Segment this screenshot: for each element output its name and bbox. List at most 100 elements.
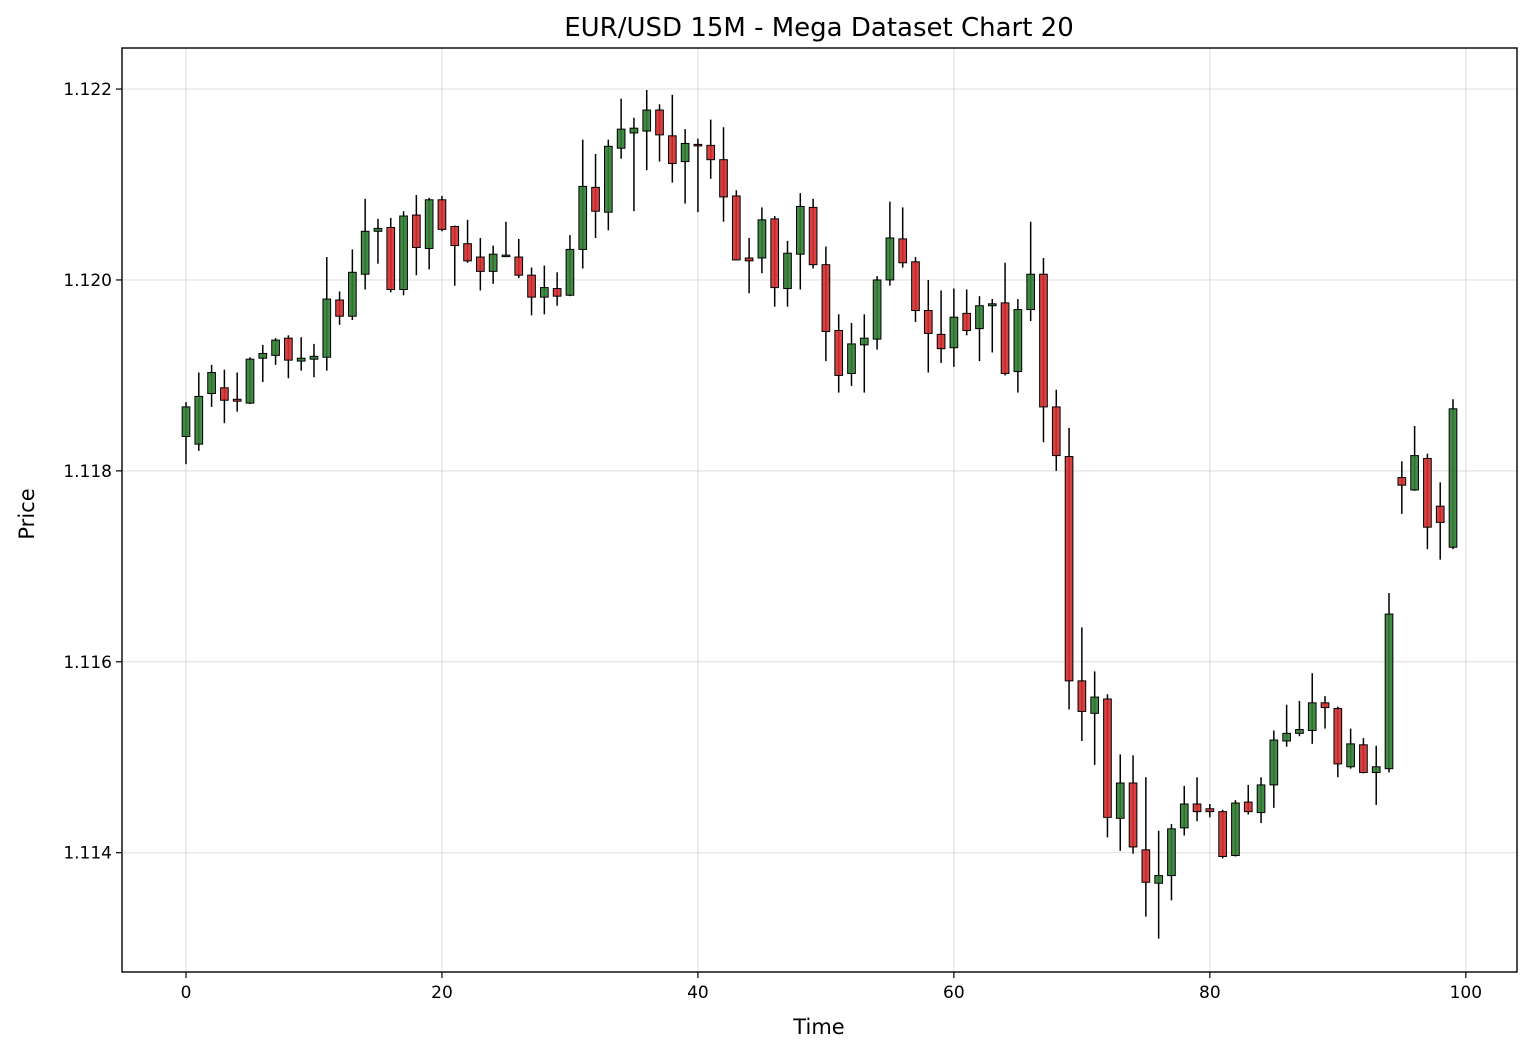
bearish-candle [655,109,664,136]
bullish-candle [1231,802,1240,857]
bullish-candle [1090,696,1099,714]
bullish-candle [258,352,268,359]
bearish-candle [923,310,933,334]
bullish-candle [949,316,959,349]
bullish-candle [603,145,613,213]
bearish-candle [693,143,703,147]
bullish-candle [1295,729,1304,734]
bearish-candle [936,333,946,350]
bullish-candle [616,128,626,149]
bullish-candle [360,230,370,275]
candle-layer [181,90,1458,939]
bearish-candle [706,144,716,161]
bearish-candle [1359,744,1368,773]
bullish-candle [872,279,882,340]
bullish-candle [680,142,690,163]
bullish-candle [194,395,204,445]
bullish-candle [859,337,869,346]
bullish-candle [271,339,280,356]
x-tick-label: 0 [181,983,192,1003]
y-tick-label: 1.114 [63,844,112,864]
bearish-candle [335,299,344,317]
bearish-candle [1423,457,1432,528]
x-axis-label: Time [792,1015,844,1039]
bullish-candle [373,227,383,232]
bullish-candle [1179,803,1189,829]
bearish-candle [1064,456,1074,682]
bullish-candle [565,248,575,296]
x-tick-label: 80 [1199,983,1221,1003]
bullish-candle [501,254,511,258]
bearish-candle [1000,302,1010,375]
bearish-candle [1077,680,1087,712]
bullish-candle [1154,875,1163,884]
bullish-candle [987,303,997,307]
bearish-candle [731,195,741,261]
bearish-candle [744,257,754,262]
bearish-candle [1243,801,1253,813]
bearish-candle [962,312,972,332]
plot-area-frame [121,47,1518,973]
bearish-candle [514,256,524,276]
x-tick-label: 40 [687,983,709,1003]
bearish-candle [437,199,447,230]
x-tick-label: 20 [431,983,453,1003]
bearish-candle [476,256,485,272]
bullish-candle [885,237,895,281]
bearish-candle [1435,505,1445,523]
bearish-candle [821,264,831,333]
bullish-candle [399,215,408,290]
bearish-candle [1192,803,1202,813]
bullish-candle [245,358,255,404]
y-axis: 1.114 1.116 1.118 1.120 1.122 [63,80,122,864]
bullish-candle [975,305,984,330]
bullish-candle [629,127,639,134]
bearish-candle [770,218,780,289]
bearish-candle [1039,273,1048,408]
bullish-candle [1371,766,1381,773]
bearish-candle [450,226,460,247]
bearish-candle [719,159,728,198]
bearish-candle [591,186,600,212]
bearish-candle [284,337,293,361]
y-tick-label: 1.118 [63,462,112,482]
bearish-candle [552,288,562,297]
bullish-candle [296,357,306,362]
bullish-candle [1115,782,1125,819]
bullish-candle [540,287,549,298]
bearish-candle [911,261,920,311]
y-tick-label: 1.120 [63,271,112,291]
bearish-candle [1051,406,1061,457]
bearish-candle [834,330,844,376]
bearish-candle [463,243,472,262]
bullish-candle [1384,613,1394,770]
bearish-candle [386,226,396,290]
bullish-candle [1026,273,1036,311]
bullish-candle [795,205,805,255]
bearish-candle [527,274,536,298]
bullish-candle [1013,309,1023,373]
bullish-candle [181,406,191,437]
bullish-candle [309,355,319,360]
bearish-candle [1397,477,1407,486]
bullish-candle [1269,739,1279,786]
bullish-candle [424,199,434,249]
bearish-candle [1320,702,1330,709]
y-tick-label: 1.116 [63,653,112,673]
bullish-candle [207,372,216,395]
bearish-candle [898,238,908,264]
bullish-candle [1256,784,1266,814]
bullish-candle [1282,732,1291,742]
bullish-candle [757,219,767,259]
chart-title: EUR/USD 15M - Mega Dataset Chart 20 [564,13,1074,43]
x-axis: 0 20 40 60 80 100 [181,972,1482,1003]
bearish-candle [808,206,818,266]
bearish-candle [232,398,242,402]
bearish-candle [412,214,421,248]
bullish-candle [1448,408,1458,548]
bullish-candle [322,298,332,358]
bearish-candle [1205,808,1215,813]
bearish-candle [1218,811,1227,857]
y-axis-label: Price [15,488,39,539]
